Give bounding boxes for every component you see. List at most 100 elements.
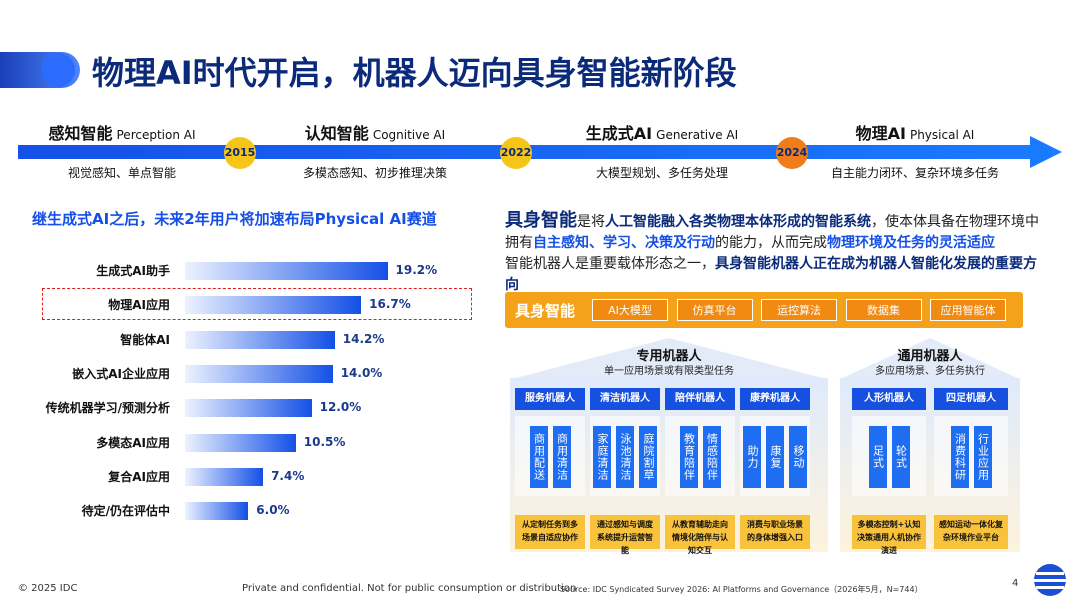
bar xyxy=(185,262,388,280)
column-note: 感知运动一体化复杂环境作业平台 xyxy=(934,515,1008,549)
group-title: 通用机器人 xyxy=(897,349,963,364)
logo-stripe xyxy=(1034,579,1066,582)
core-item: 仿真平台 xyxy=(676,299,753,321)
chart-title: 继生成式AI之后，未来2年用户将加速布局Physical AI赛道 xyxy=(32,210,437,228)
y-tick-label: 传统机器学习/预测分析 xyxy=(45,401,170,416)
core-item: 应用智能体 xyxy=(930,299,1006,321)
core-item: AI大模型 xyxy=(592,299,668,321)
column-header: 陪伴机器人 xyxy=(665,388,735,410)
stage-desc: 大模型规划、多任务处理 xyxy=(595,166,728,180)
column-header: 服务机器人 xyxy=(515,388,585,410)
y-tick-label: 嵌入式AI企业应用 xyxy=(72,366,170,381)
group-subtitle: 单一应用场景或有限类型任务 xyxy=(604,366,734,377)
column-note: 从定制任务到多场景自适应协作 xyxy=(515,515,585,549)
column-item: 家庭清洁 xyxy=(593,426,611,488)
source: Source: IDC Syndicated Survey 2026: AI P… xyxy=(560,585,923,594)
intro-line1: 具身智能是将人工智能融入各类物理本体形成的智能系统，使本体具备在物理环境中拥有自… xyxy=(505,210,1045,254)
stage-heading: 物理AI Physical AI xyxy=(765,120,1065,144)
column-item: 泳池清洁 xyxy=(616,426,634,488)
roof xyxy=(838,338,1022,380)
stage-title: 认知智能 xyxy=(304,124,369,143)
stage-en: Perception AI xyxy=(116,128,196,142)
value-label: 12.0% xyxy=(319,400,362,415)
core-label: 具身智能 xyxy=(515,302,576,320)
value-label: 10.5% xyxy=(303,434,346,449)
roof xyxy=(508,338,830,380)
y-tick-label: 物理AI应用 xyxy=(108,298,170,313)
column-panel xyxy=(934,416,1008,496)
intro-text: 人工智能融入各类物理本体形成的智能系统 xyxy=(605,214,871,230)
highlight-box xyxy=(42,288,472,321)
column-item: 移动 xyxy=(789,426,807,488)
y-tick-label: 待定/仍在评估中 xyxy=(81,504,170,519)
logo-stripe xyxy=(1036,572,1064,575)
column-panel xyxy=(852,416,926,496)
intro-text: ，使本体具备在物理环境中拥有 xyxy=(505,214,1039,251)
stage-heading: 感知智能 Perception AI xyxy=(0,120,272,144)
intro-text: 的能力，从而完成 xyxy=(715,235,827,251)
value-label: 7.4% xyxy=(271,468,305,483)
column-item: 行业应用 xyxy=(973,426,992,488)
column-header: 人形机器人 xyxy=(852,388,926,410)
intro-text: 自主感知、学习、决策及行动 xyxy=(533,235,715,251)
value-label: 14.0% xyxy=(340,365,383,380)
y-tick-label: 生成式AI助手 xyxy=(96,264,170,278)
value-label: 14.2% xyxy=(342,331,385,346)
column-note: 多模态控制+认知决策通用人机协作演进 xyxy=(852,515,926,555)
column-item: 情感陪伴 xyxy=(702,426,721,488)
column-item: 轮式 xyxy=(891,426,910,488)
timeline-arrow xyxy=(18,136,1062,168)
page-number: 4 xyxy=(1012,578,1019,589)
y-tick-label: 复合AI应用 xyxy=(108,469,170,484)
intro-text: 智能机器人是重要载体形态之一， xyxy=(505,256,715,272)
column-item: 庭院割草 xyxy=(639,426,657,488)
column-header: 四足机器人 xyxy=(934,388,1008,410)
logo xyxy=(1034,564,1066,596)
stage-en: Physical AI xyxy=(909,128,975,142)
column-note: 消费与职业场景的身体增强入口 xyxy=(740,515,810,549)
column-header: 清洁机器人 xyxy=(590,388,660,410)
column-item: 商用配送 xyxy=(529,426,548,488)
bar xyxy=(185,467,264,486)
column-note: 通过感知与调度系统提升运营智能 xyxy=(590,515,660,555)
column-item: 足式 xyxy=(868,426,887,488)
column-note: 从教育辅助走向情境化陪伴与认知交互 xyxy=(665,515,735,555)
column-panel xyxy=(665,416,735,496)
bar xyxy=(185,502,249,521)
core-item: 数据集 xyxy=(845,299,922,321)
year-badge: 2015 xyxy=(224,137,256,169)
year-badge: 2024 xyxy=(776,137,808,169)
stage-en: Cognitive AI xyxy=(372,128,446,142)
bar xyxy=(185,399,312,418)
intro-text: 具身智能 xyxy=(505,210,577,231)
stage-heading: 生成式AI Generative AI xyxy=(512,120,812,144)
value-label: 16.7% xyxy=(369,297,411,312)
bar xyxy=(185,330,335,349)
copyright: © 2025 IDC xyxy=(18,583,78,594)
group-subtitle: 多应用场景、多任务执行 xyxy=(875,366,985,377)
bar xyxy=(185,364,333,383)
slide-title: 物理AI时代开启，机器人迈向具身智能新阶段 xyxy=(92,54,737,92)
title-dot xyxy=(41,53,75,87)
stage-title: 物理AI xyxy=(855,124,906,143)
year-badge: 2022 xyxy=(500,137,532,169)
column-item: 康复 xyxy=(766,426,784,488)
column-item: 商用清洁 xyxy=(552,426,571,488)
intro-text: 具身智能机器人正在成为机器人智能化发展的重要方向 xyxy=(505,256,1037,293)
bar xyxy=(185,296,362,315)
stage-desc: 多模态感知、初步推理决策 xyxy=(302,166,447,180)
bar xyxy=(185,433,296,452)
logo-stripe xyxy=(1036,586,1064,589)
column-item: 消费科研 xyxy=(950,426,969,488)
value-label: 19.2% xyxy=(395,263,438,277)
intro-text: 物理环境及任务的灵活适应 xyxy=(827,235,995,251)
intro-text: 是将 xyxy=(577,214,605,230)
stage-heading: 认知智能 Cognitive AI xyxy=(225,120,525,144)
confidential: Private and confidential. Not for public… xyxy=(242,583,577,594)
column-panel xyxy=(515,416,585,496)
stage-desc: 视觉感知、单点智能 xyxy=(67,166,176,180)
y-tick-label: 智能体AI xyxy=(120,332,170,347)
column-item: 教育陪伴 xyxy=(679,426,698,488)
stage-en: Generative AI xyxy=(656,128,739,142)
